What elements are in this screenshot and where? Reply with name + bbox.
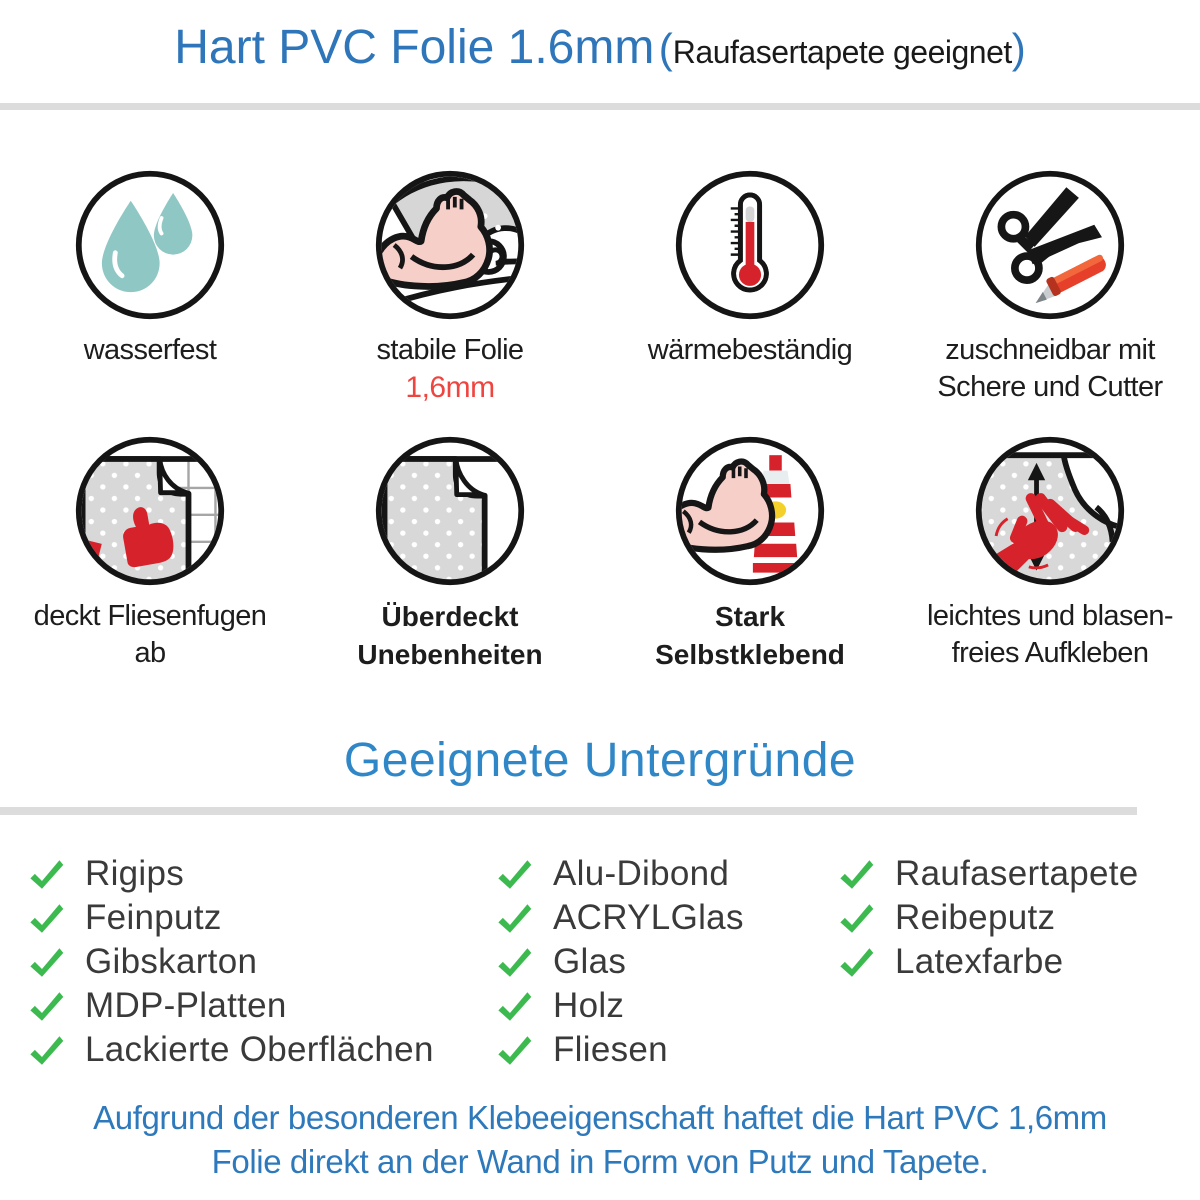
divider-middle [0,807,1137,815]
list-item: Gibskarton [28,940,496,984]
title-main: Hart PVC Folie 1.6mm [174,21,655,74]
feature-label: deckt Fliesenfugen ab [33,600,267,670]
substrate-label: Reibeputz [895,898,1056,937]
check-icon [30,903,64,933]
list-item: Latexfarbe [838,940,1139,984]
substrates-column-3: Raufasertapete Reibeputz Latexfarbe [838,852,1139,1072]
check-icon [30,947,64,977]
muscle-film-roll-icon [373,168,527,322]
feature-unebenheiten: Überdeckt Unebenheiten [300,434,600,674]
list-item: Holz [496,984,838,1028]
check-icon [498,859,532,889]
title-paren-open: ( [658,25,673,72]
footer-line: Folie direkt an der Wand in Form von Put… [211,1142,989,1180]
list-item: Raufasertapete [838,852,1139,896]
substrates-column-1: Rigips Feinputz Gibskarton MDP-Platten L… [28,852,496,1072]
scissors-cutter-icon [973,168,1127,322]
feature-label: zuschneidbar mit Schere und Cutter [937,334,1163,404]
substrates-heading: Geeignete Untergründe [343,734,857,787]
check-icon [840,859,874,889]
feature-sublabel: 1,6mm [405,371,495,405]
substrate-label: Fliesen [553,1030,668,1069]
check-icon [30,859,64,889]
substrate-label: ACRYLGlas [553,898,744,937]
list-item: Feinputz [28,896,496,940]
feature-zuschneidbar: zuschneidbar mit Schere und Cutter [900,168,1200,406]
thermometer-icon [673,168,827,322]
check-icon [498,1035,532,1065]
features-grid: wasserfest [0,168,1200,674]
divider-top [0,103,1200,110]
list-item: Glas [496,940,838,984]
water-drops-icon [73,168,227,322]
substrate-label: Latexfarbe [895,942,1064,981]
list-item: Alu-Dibond [496,852,838,896]
check-icon [30,1035,64,1065]
substrate-label: MDP-Platten [85,986,287,1025]
list-item: Rigips [28,852,496,896]
title-paren-text: Raufasertapete geeignet [672,34,1012,70]
film-tiles-thumb-icon [73,434,227,588]
list-item: Fliesen [496,1028,838,1072]
substrate-label: Glas [553,942,627,981]
substrate-label: Feinputz [85,898,222,937]
list-item: ACRYLGlas [496,896,838,940]
substrate-label: Gibskarton [85,942,258,981]
feature-label: stabile Folie [376,334,525,366]
footer-note: Aufgrund der besonderen Klebeeigenschaft… [0,1096,1200,1184]
feature-label: leichtes und blasen-freies Aufkleben [927,600,1174,670]
check-icon [498,947,532,977]
list-item: MDP-Platten [28,984,496,1028]
film-fold-icon [373,434,527,588]
substrate-label: Raufasertapete [895,854,1139,893]
feature-label: Stark Selbstklebend [655,601,845,671]
check-icon [840,903,874,933]
substrates-list: Rigips Feinputz Gibskarton MDP-Platten L… [28,852,1139,1072]
page-title: Hart PVC Folie 1.6mm (Raufasertapete gee… [0,20,1200,75]
list-item: Lackierte Oberflächen [28,1028,496,1072]
substrate-label: Rigips [85,854,185,893]
title-paren-close: ) [1011,25,1026,72]
feature-label: wasserfest [83,334,217,366]
feature-aufkleben: leichtes und blasen-freies Aufkleben [900,434,1200,674]
check-icon [498,903,532,933]
feature-fliesenfugen: deckt Fliesenfugen ab [0,434,300,674]
hand-smoothing-icon [973,434,1127,588]
substrate-label: Lackierte Oberflächen [85,1030,434,1069]
feature-waermebestaendig: wärmebeständig [600,168,900,406]
check-icon [30,991,64,1021]
list-item: Reibeputz [838,896,1139,940]
feature-label: wärmebeständig [647,334,853,366]
footer-line: Aufgrund der besonderen Klebeeigenschaft… [93,1099,1107,1136]
substrate-label: Alu-Dibond [553,854,730,893]
check-icon [840,947,874,977]
muscle-glue-tube-icon [673,434,827,588]
feature-label: Überdeckt Unebenheiten [357,601,543,671]
substrate-label: Holz [553,986,625,1025]
check-icon [498,991,532,1021]
feature-selbstklebend: Stark Selbstklebend [600,434,900,674]
feature-stabile-folie: stabile Folie 1,6mm [300,168,600,406]
feature-wasserfest: wasserfest [0,168,300,406]
substrates-column-2: Alu-Dibond ACRYLGlas Glas Holz Fliesen [496,852,838,1072]
